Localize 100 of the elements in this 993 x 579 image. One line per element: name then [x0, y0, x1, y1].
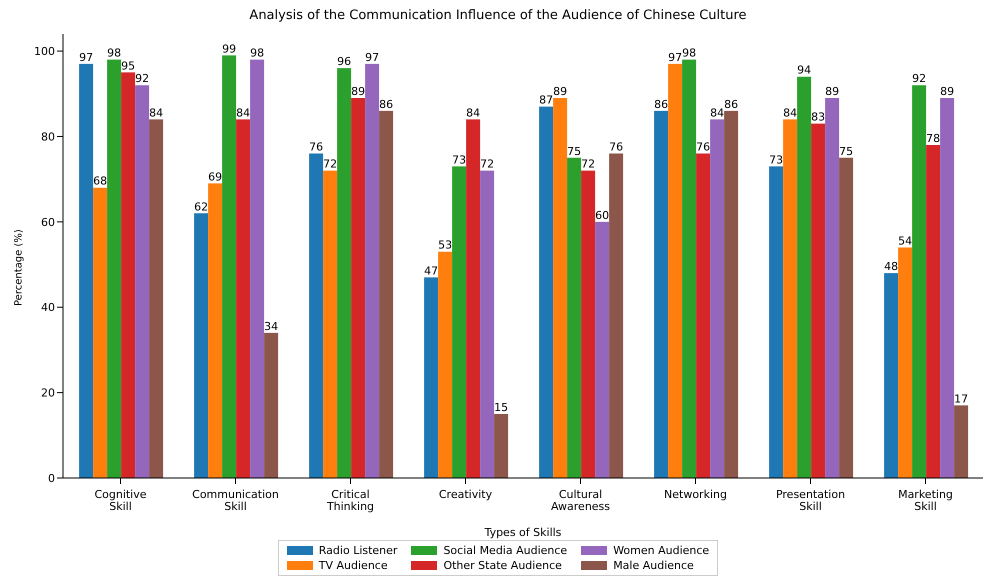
data-label: 76	[696, 140, 710, 154]
x-tick-label: Marketing Skill	[898, 488, 953, 513]
legend-label: Social Media Audience	[443, 544, 568, 557]
data-label: 47	[424, 264, 438, 278]
data-label: 97	[668, 50, 682, 64]
data-label: 73	[452, 153, 466, 166]
bar	[797, 76, 812, 478]
data-label: 83	[811, 110, 826, 124]
legend-label: Other State Audience	[443, 559, 562, 572]
data-label: 86	[379, 98, 394, 111]
bar	[480, 170, 494, 478]
data-label: 48	[884, 260, 898, 274]
legend-label: Women Audience	[613, 544, 710, 557]
bar	[769, 166, 784, 478]
bar	[264, 332, 278, 478]
x-tick-label: Networking	[664, 488, 727, 501]
y-tick-label: 80	[41, 130, 55, 144]
data-label: 86	[654, 98, 668, 111]
y-tick-label: 0	[48, 472, 55, 485]
bar	[236, 119, 250, 478]
bar	[494, 414, 508, 478]
data-label: 99	[222, 42, 236, 56]
data-label: 87	[539, 94, 554, 107]
x-tick-label: Communication Skill	[192, 488, 279, 513]
legend-label: TV Audience	[318, 559, 388, 572]
data-label: 72	[323, 158, 338, 171]
bar	[93, 188, 108, 478]
data-label: 95	[121, 59, 136, 72]
bar	[553, 98, 568, 478]
bar	[581, 170, 596, 478]
bar	[452, 166, 466, 478]
bar	[309, 154, 324, 478]
bar	[825, 98, 840, 478]
bar	[724, 110, 738, 478]
bar	[424, 277, 438, 478]
data-label: 54	[898, 234, 912, 248]
bar	[954, 405, 968, 478]
y-tick-label: 60	[41, 216, 55, 229]
data-label: 96	[337, 55, 352, 68]
bar	[926, 145, 940, 478]
data-label: 17	[954, 392, 968, 406]
bar	[595, 222, 610, 478]
data-label: 84	[149, 106, 164, 120]
data-label: 94	[797, 64, 812, 77]
x-axis-title: Types of Skills	[484, 526, 562, 539]
data-label: 68	[93, 174, 108, 188]
bar	[682, 60, 696, 478]
legend-label: Radio Listener	[318, 544, 398, 557]
data-label: 84	[236, 106, 250, 120]
x-tick-label: Cultural Awareness	[550, 488, 610, 513]
bar	[668, 64, 682, 478]
bar	[609, 154, 624, 478]
data-label: 97	[79, 50, 94, 64]
data-label: 69	[208, 170, 222, 184]
y-axis-title: Percentage (%)	[14, 229, 25, 306]
bar	[567, 158, 582, 478]
bar	[539, 106, 554, 478]
bar	[79, 64, 94, 478]
data-label: 72	[480, 158, 494, 171]
bar	[222, 55, 236, 478]
data-label: 98	[682, 46, 696, 60]
data-label: 84	[466, 106, 480, 120]
data-label: 86	[724, 98, 738, 111]
bar	[898, 247, 912, 478]
data-label: 72	[581, 158, 596, 171]
bar	[696, 154, 710, 478]
data-label: 76	[609, 140, 624, 154]
x-tick-label: Creativity	[438, 488, 493, 501]
bar	[149, 119, 164, 478]
data-label: 89	[351, 85, 366, 98]
chart-title: Analysis of the Communication Influence of the Audience of Chinese Culture	[248, 8, 748, 25]
bar	[121, 72, 136, 478]
bar	[250, 60, 264, 478]
bar	[438, 252, 452, 478]
data-label: 60	[595, 208, 610, 222]
data-label: 15	[494, 400, 508, 414]
bar	[811, 124, 826, 478]
bar	[710, 119, 724, 478]
data-label: 62	[194, 200, 208, 214]
data-label: 84	[783, 106, 798, 120]
bar	[323, 170, 338, 478]
y-tick-label: 20	[41, 386, 55, 400]
data-label: 97	[365, 50, 380, 64]
data-label: 76	[309, 140, 324, 154]
bar	[940, 98, 954, 478]
data-label: 92	[135, 72, 150, 86]
y-tick-label: 100	[34, 44, 55, 58]
bar	[337, 68, 352, 478]
legend-label: Male Audience	[613, 559, 694, 572]
data-label: 89	[553, 85, 568, 98]
data-label: 34	[264, 320, 278, 333]
data-label: 92	[912, 72, 926, 86]
x-tick-label: Critical Thinking	[326, 488, 374, 513]
x-tick-label: Cognitive Skill	[94, 488, 147, 513]
data-label: 84	[710, 106, 724, 120]
data-label: 98	[107, 46, 122, 60]
data-label: 89	[825, 85, 840, 98]
bar	[351, 98, 366, 478]
bar	[654, 110, 668, 478]
data-label: 75	[567, 144, 582, 158]
